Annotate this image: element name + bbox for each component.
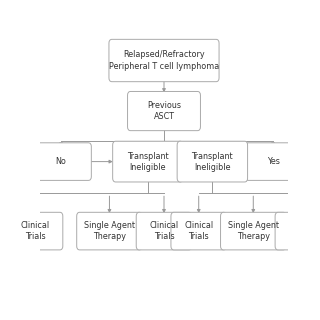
Text: Single Agent
Therapy: Single Agent Therapy xyxy=(84,221,135,241)
FancyBboxPatch shape xyxy=(31,143,91,180)
FancyBboxPatch shape xyxy=(245,143,301,180)
FancyBboxPatch shape xyxy=(7,212,63,250)
FancyBboxPatch shape xyxy=(275,212,320,250)
FancyBboxPatch shape xyxy=(109,39,219,82)
Text: Clinical
Trials: Clinical Trials xyxy=(149,221,179,241)
FancyBboxPatch shape xyxy=(136,212,192,250)
FancyBboxPatch shape xyxy=(128,92,200,131)
FancyBboxPatch shape xyxy=(77,212,142,250)
Text: Clinical
Trials: Clinical Trials xyxy=(184,221,213,241)
Text: Yes: Yes xyxy=(267,157,280,166)
FancyBboxPatch shape xyxy=(177,141,248,182)
Text: Clinical
Trials: Clinical Trials xyxy=(20,221,50,241)
Text: Previous
ASCT: Previous ASCT xyxy=(147,101,181,121)
Text: Transplant
Ineligible: Transplant Ineligible xyxy=(127,152,169,172)
FancyBboxPatch shape xyxy=(113,141,183,182)
FancyBboxPatch shape xyxy=(171,212,227,250)
Text: Transplant
Ineligible: Transplant Ineligible xyxy=(192,152,233,172)
Text: Relapsed/Refractory
Peripheral T cell lymphoma: Relapsed/Refractory Peripheral T cell ly… xyxy=(109,51,219,71)
Text: No: No xyxy=(56,157,67,166)
Text: Single Agent
Therapy: Single Agent Therapy xyxy=(228,221,279,241)
FancyBboxPatch shape xyxy=(220,212,286,250)
